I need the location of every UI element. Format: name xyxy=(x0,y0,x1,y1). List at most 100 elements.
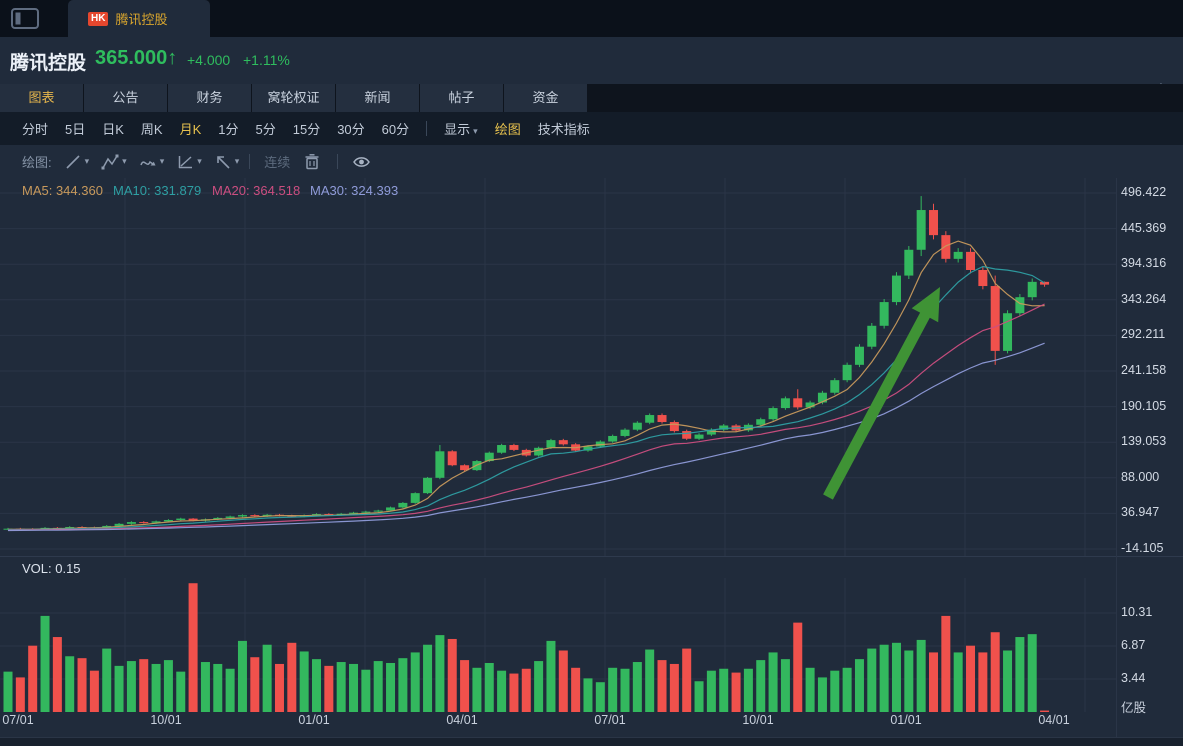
timeframe-bar: 分时 5日 日K 周K 月K 1分 5分 15分 30分 60分 显示 ▾ 绘图 技术指标 xyxy=(0,112,1183,145)
volume-bars xyxy=(3,583,1050,712)
price-axis-label: -14.105 xyxy=(1121,541,1164,555)
market-badge: HK xyxy=(88,11,109,26)
display-dropdown[interactable]: 显示 ▾ xyxy=(444,122,478,137)
volume-axis-label: 10.31 xyxy=(1121,604,1153,619)
ma-label-ma20: MA20: 364.518 xyxy=(212,183,301,198)
line-tool-icon xyxy=(66,154,80,169)
section-tabs: 图表 公告 财务 窝轮权证 新闻 帖子 资金 xyxy=(0,84,1183,112)
price-axis-label: 36.947 xyxy=(1121,505,1160,520)
delete-drawings-button[interactable] xyxy=(304,153,320,170)
date-axis-label: 04/01 xyxy=(446,713,478,727)
timeframe-30分[interactable]: 30分 xyxy=(337,122,365,137)
date-axis-label: 07/01 xyxy=(1174,713,1183,727)
chevron-down-icon: ▾ xyxy=(159,156,165,166)
price-axis-label: 292.211 xyxy=(1121,327,1166,342)
nav-tab-funds[interactable]: 资金 xyxy=(504,84,587,112)
price-change-percent: +1.11% xyxy=(243,52,290,68)
trend-arrow-annotation xyxy=(823,287,940,500)
volume-axis-label: 3.44 xyxy=(1121,670,1146,685)
date-axis-label: 10/01 xyxy=(150,713,182,727)
timeframe-月K[interactable]: 月K xyxy=(179,122,202,137)
channel-tool-icon xyxy=(178,155,193,168)
draw-mode-button[interactable]: 绘图 xyxy=(494,122,521,137)
bottom-strip xyxy=(0,738,1183,746)
nav-tab-announcements[interactable]: 公告 xyxy=(84,84,167,112)
toggle-visibility-button[interactable] xyxy=(352,154,371,170)
candlestick-chart[interactable] xyxy=(0,178,1116,556)
nav-tab-financials[interactable]: 财务 xyxy=(168,84,251,112)
nav-tab-chart[interactable]: 图表 xyxy=(0,84,83,112)
stock-tab-title: 腾讯控股 xyxy=(115,12,168,27)
current-price: 365.000↑ xyxy=(95,47,178,69)
continuous-draw-button[interactable]: 连续 xyxy=(264,155,291,170)
nav-tab-warrants[interactable]: 窝轮权证 xyxy=(252,84,335,112)
timeframe-日K[interactable]: 日K xyxy=(102,122,124,137)
date-axis-label: 07/01 xyxy=(2,713,34,727)
panel-divider xyxy=(0,556,1183,557)
timeframe-5分[interactable]: 5分 xyxy=(255,122,276,137)
chevron-down-icon: ▾ xyxy=(197,156,202,166)
nav-tab-news[interactable]: 新闻 xyxy=(336,84,419,112)
polyline-tool-button[interactable]: ▾ xyxy=(101,153,127,171)
price-axis-label: 139.053 xyxy=(1121,434,1167,449)
price-change: +4.000 xyxy=(187,52,231,68)
arrow-tool-icon xyxy=(216,155,230,169)
date-axis-label: 04/01 xyxy=(1038,713,1070,727)
chart-area: MA5: 344.360 MA10: 331.879 MA20: 364.518 MA… xyxy=(0,178,1183,746)
volume-unit-label: 亿股 xyxy=(1121,701,1147,715)
window-tab-bar: HK 腾讯控股 xyxy=(0,0,1183,37)
date-axis-label: 07/01 xyxy=(594,713,626,727)
technical-indicators-button[interactable]: 技术指标 xyxy=(537,122,590,137)
volume-chart[interactable] xyxy=(0,578,1116,712)
candles xyxy=(3,196,1050,531)
line-tool-button[interactable]: ▾ xyxy=(64,153,90,171)
stock-name: 腾讯控股 xyxy=(10,53,87,74)
up-arrow-icon: ↑ xyxy=(167,47,178,69)
date-axis-label: 10/01 xyxy=(742,713,774,727)
date-axis-label: 01/01 xyxy=(890,713,922,727)
chevron-down-icon: ▾ xyxy=(122,156,127,166)
stock-header: 腾讯控股 365.000↑ +4.000 +1.11% xyxy=(0,37,1183,106)
chevron-down-icon: ▾ xyxy=(473,126,478,136)
polyline-tool-icon xyxy=(101,154,119,169)
curve-tool-icon xyxy=(139,160,156,165)
bottom-divider xyxy=(0,737,1183,738)
timeframe-60分[interactable]: 60分 xyxy=(381,122,410,137)
price-axis-label: 394.316 xyxy=(1121,256,1167,271)
collapse-panel-icon[interactable] xyxy=(11,8,39,29)
arrow-tool-button[interactable]: ▾ xyxy=(214,153,240,171)
chevron-down-icon: ▾ xyxy=(234,156,240,166)
date-axis-label: 01/01 xyxy=(298,713,330,727)
price-axis-label: 496.422 xyxy=(1121,185,1167,199)
price-axis-label: 241.158 xyxy=(1121,363,1167,377)
timeframe-5日[interactable]: 5日 xyxy=(65,122,86,137)
divider xyxy=(426,121,428,136)
ma-label-ma30: MA30: 324.393 xyxy=(310,183,399,198)
ma-label-ma10: MA10: 331.879 xyxy=(113,183,202,198)
timeframe-1分[interactable]: 1分 xyxy=(218,122,239,137)
volume-axis-label: 6.87 xyxy=(1121,637,1146,652)
draw-toolbar-label: 绘图: xyxy=(22,155,52,170)
timeframe-15分[interactable]: 15分 xyxy=(292,122,321,137)
divider xyxy=(337,154,339,169)
curve-tool-button[interactable]: ▾ xyxy=(139,153,165,171)
stock-tab[interactable]: HK 腾讯控股 xyxy=(68,0,210,37)
main-gridlines xyxy=(0,178,1116,556)
ma-label-ma5: MA5: 344.360 xyxy=(22,183,103,198)
price-axis-label: 88.000 xyxy=(1121,469,1160,484)
price-axis-label: 445.369 xyxy=(1121,220,1167,235)
nav-tab-posts[interactable]: 帖子 xyxy=(420,84,503,112)
eye-icon xyxy=(353,156,371,167)
chevron-down-icon: ▾ xyxy=(84,156,90,166)
trash-icon xyxy=(305,154,319,170)
volume-current-label: VOL: 0.15 xyxy=(22,561,81,576)
axis-separator xyxy=(1116,178,1117,737)
divider xyxy=(249,154,251,169)
price-axis-label: 190.105 xyxy=(1121,398,1167,413)
draw-toolbar: 绘图: ▾ ▾ ▾ ▾ ▾ 连续 xyxy=(0,145,1183,179)
price-axis-label: 343.264 xyxy=(1121,291,1167,306)
channel-tool-button[interactable]: ▾ xyxy=(176,153,202,171)
timeframe-周K[interactable]: 周K xyxy=(140,122,163,137)
timeframe-分时[interactable]: 分时 xyxy=(22,122,49,137)
